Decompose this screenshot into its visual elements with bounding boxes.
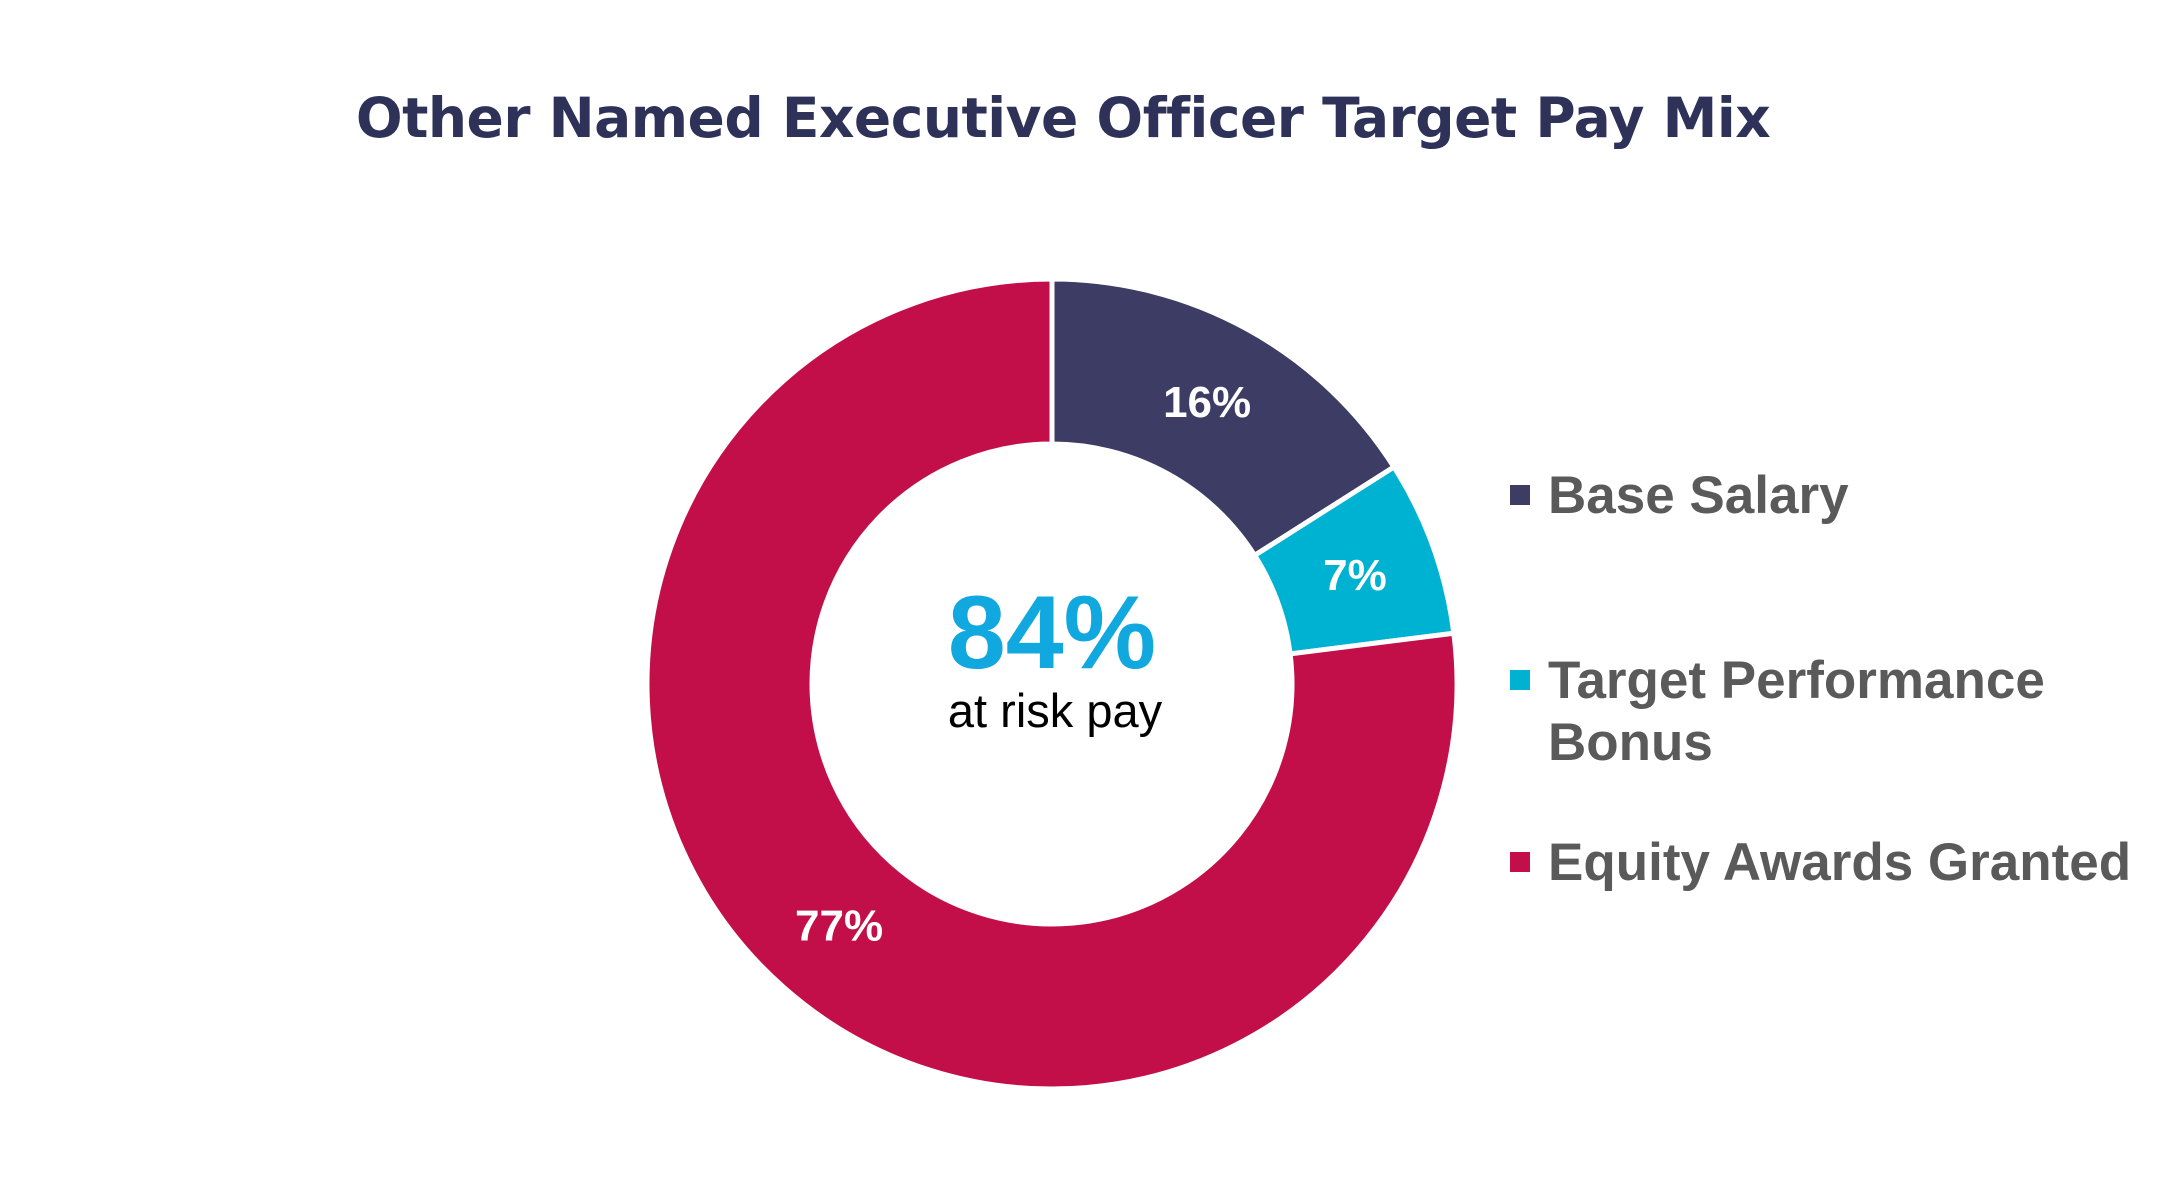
- center-caption: at risk pay: [948, 684, 1163, 737]
- slice-labels: 16% 7% 77%: [795, 378, 1387, 951]
- legend-item-target-performance-bonus: Target Performance Bonus: [1510, 650, 2108, 774]
- legend-swatch-base-salary: [1510, 485, 1530, 505]
- legend-swatch-equity-awards-granted: [1510, 852, 1530, 872]
- legend-label-base-salary: Base Salary: [1548, 466, 1849, 525]
- legend-label-target-performance-bonus: Target Performance Bonus: [1548, 651, 2045, 772]
- center-value: 84%: [948, 575, 1156, 691]
- donut-slices: [644, 276, 1460, 1092]
- legend-swatch-target-performance-bonus: [1510, 670, 1530, 690]
- slice-label-base-salary: 16%: [1163, 378, 1251, 427]
- slice-label-target-performance-bonus: 7%: [1323, 551, 1387, 600]
- legend-label-equity-awards-granted: Equity Awards Granted: [1548, 833, 2132, 892]
- legend-item-base-salary: Base Salary: [1510, 465, 2168, 527]
- legend-item-equity-awards-granted: Equity Awards Granted: [1510, 832, 2168, 894]
- slice-base-salary: [1049, 276, 1398, 559]
- chart-title: Other Named Executive Officer Target Pay…: [355, 86, 1771, 150]
- slice-label-equity-awards-granted: 77%: [795, 902, 883, 951]
- slice-equity-awards-granted: [644, 276, 1460, 1092]
